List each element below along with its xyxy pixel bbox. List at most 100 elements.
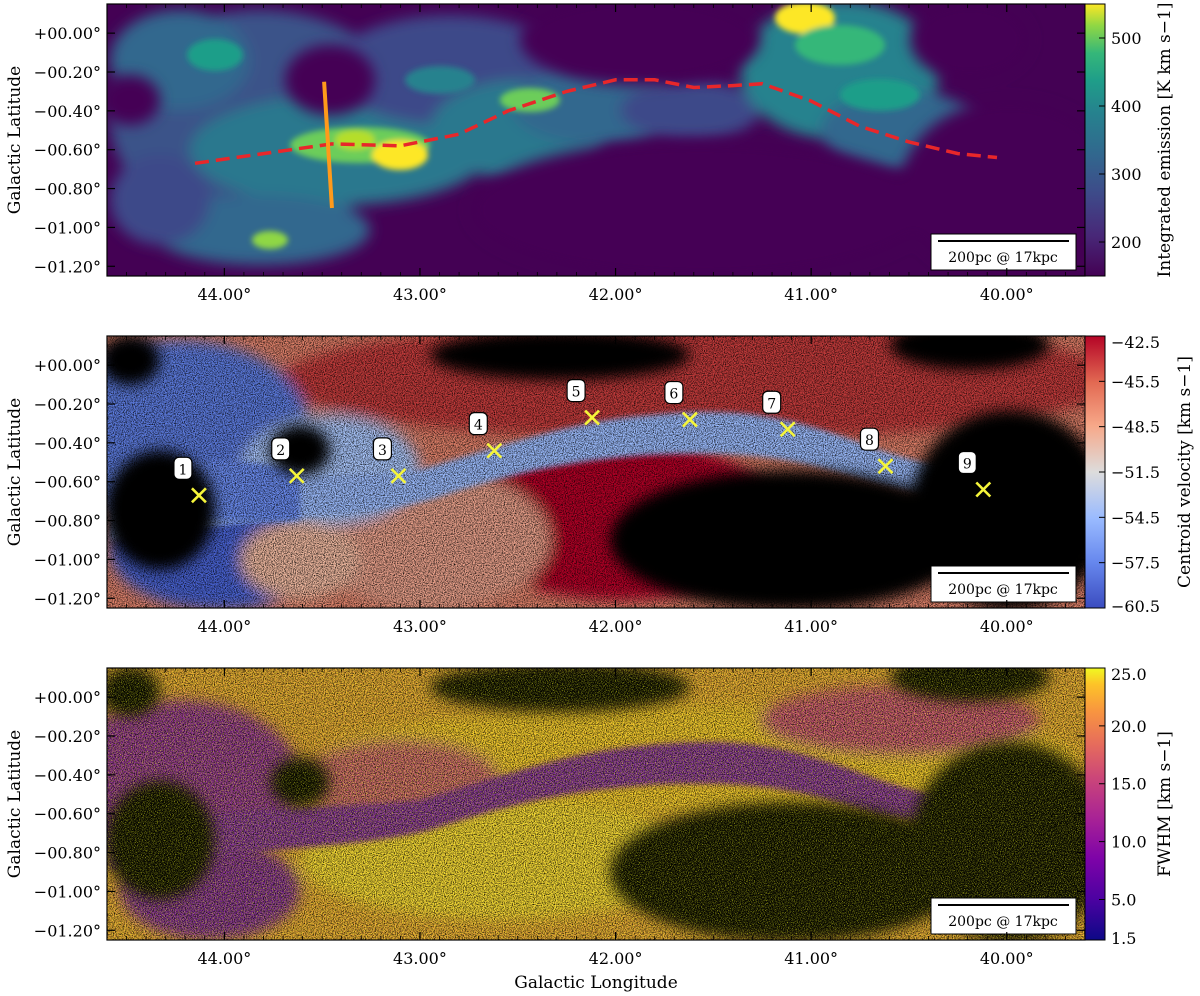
top-y-axis-label: Galactic Latitude — [5, 66, 25, 214]
bottom-x-axis-label: Galactic Longitude — [514, 973, 678, 993]
bottom-y-tick-label: −01.00° — [34, 882, 101, 901]
bottom-scalebar-label: 200pc @ 17kpc — [948, 914, 1058, 930]
middle-colorbar-tick-label: −60.5 — [1111, 597, 1160, 616]
marker-cross — [584, 409, 601, 426]
middle-x-tick-label: 40.00° — [980, 617, 1034, 636]
marker-label: 4 — [474, 418, 483, 434]
top-colorbar-ticks: 200 300 400 500 — [1099, 29, 1142, 252]
bottom-y-tick-label: −00.40° — [34, 766, 101, 785]
middle-y-tick-label: −00.60° — [34, 473, 101, 492]
bottom-colorbar-tick-label: 5.0 — [1111, 890, 1136, 909]
bottom-scalebar: 200pc @ 17kpc — [930, 897, 1077, 935]
middle-colorbar-tick-label: −48.5 — [1111, 418, 1160, 437]
bottom-colorbar-tick-label: 25.0 — [1111, 665, 1147, 684]
bottom-colorbar-tick-label: 20.0 — [1111, 717, 1147, 736]
bottom-y-tick-label: −00.20° — [34, 727, 101, 746]
top-y-tick-label: +00.00° — [34, 24, 101, 43]
middle-y-tick-label: −01.00° — [34, 550, 101, 569]
top-x-tick-label: 44.00° — [197, 285, 251, 304]
middle-scalebar: 200pc @ 17kpc — [930, 565, 1077, 603]
middle-colorbar-tick-label: −51.5 — [1111, 463, 1160, 482]
bottom-y-tick-label: −01.20° — [34, 921, 101, 940]
top-x-tick-label: 42.00° — [589, 285, 643, 304]
top-x-tick-label: 41.00° — [784, 285, 838, 304]
marker-label-box — [762, 390, 782, 414]
middle-colorbar-tick-label: −54.5 — [1111, 508, 1160, 527]
marker-label: 3 — [378, 443, 387, 459]
top-y-tick-label: −00.80° — [34, 180, 101, 199]
marker-3: 3 — [372, 437, 407, 484]
middle-x-tick-label: 42.00° — [589, 617, 643, 636]
marker-cross — [191, 487, 207, 504]
middle-x-ticks: 44.00° 43.00° 42.00° 41.00° 40.00° — [126, 336, 1066, 636]
bottom-colorbar-ticks: 25.0 20.0 15.0 10.0 5.0 1.5 — [1099, 665, 1147, 948]
marker-label: 1 — [178, 462, 187, 478]
top-cut-line — [322, 81, 334, 209]
bottom-panel: 200pc @ 17kpc 44.00° 43.00° 42.00° 41.00° 40… — [5, 665, 1175, 993]
marker-label-box — [271, 437, 291, 461]
marker-cross — [975, 481, 992, 498]
top-x-tick-label: 43.00° — [393, 285, 447, 304]
middle-y-tick-label: +00.00° — [34, 356, 101, 375]
middle-x-tick-label: 41.00° — [784, 617, 838, 636]
bottom-y-tick-label: −00.80° — [34, 844, 101, 863]
middle-scalebar-label: 200pc @ 17kpc — [948, 582, 1058, 598]
middle-markers: 1 2 3 4 5 6 7 8 9 — [173, 379, 992, 504]
middle-x-tick-label: 43.00° — [393, 617, 447, 636]
marker-1: 1 — [173, 456, 207, 504]
middle-colorbar-label: Centroid velocity [km s−1] — [1175, 356, 1195, 588]
marker-label-box — [664, 380, 684, 405]
bottom-map-image — [107, 668, 1085, 940]
marker-cross — [390, 467, 407, 484]
top-colorbar-tick-label: 400 — [1111, 97, 1142, 116]
bottom-colorbar-tick-label: 15.0 — [1111, 775, 1147, 794]
top-scalebar-label: 200pc @ 17kpc — [948, 250, 1058, 266]
marker-5: 5 — [566, 379, 601, 426]
marker-label-box — [957, 450, 977, 475]
top-scalebar: 200pc @ 17kpc — [930, 233, 1077, 271]
marker-cross — [877, 458, 894, 475]
top-y-tick-label: −00.20° — [34, 63, 101, 82]
top-spine-path — [194, 78, 998, 166]
bottom-colorbar-tick-label: 1.5 — [1111, 929, 1136, 948]
top-y-tick-label: −00.60° — [34, 141, 101, 160]
middle-y-axis-label: Galactic Latitude — [5, 398, 25, 546]
bottom-x-tick-label: 42.00° — [589, 949, 643, 968]
marker-2: 2 — [271, 437, 305, 484]
marker-label: 6 — [669, 387, 678, 403]
top-x-tick-label: 40.00° — [980, 285, 1034, 304]
middle-colorbar-tick-label: −57.5 — [1111, 554, 1160, 573]
marker-label-box — [566, 379, 586, 403]
top-y-tick-label: −01.20° — [34, 257, 101, 276]
top-colorbar-tick-label: 300 — [1111, 165, 1142, 184]
bottom-colorbar — [1084, 667, 1106, 941]
marker-label-box — [859, 427, 880, 451]
marker-label: 5 — [572, 385, 581, 401]
marker-9: 9 — [957, 450, 992, 498]
bottom-x-ticks: 44.00° 43.00° 42.00° 41.00° 40.00° — [126, 668, 1066, 968]
marker-4: 4 — [468, 412, 503, 459]
marker-label-box — [173, 456, 193, 480]
middle-y-ticks: +00.00° −00.20° −00.40° −00.60° −00.80° −01.0… — [34, 356, 1085, 608]
marker-label: 2 — [276, 443, 285, 459]
marker-cross — [486, 442, 503, 459]
marker-8: 8 — [859, 427, 894, 475]
bottom-y-tick-label: −00.60° — [34, 805, 101, 824]
bottom-y-tick-label: +00.00° — [34, 688, 101, 707]
middle-y-tick-label: −00.20° — [34, 395, 101, 414]
bottom-x-tick-label: 41.00° — [784, 949, 838, 968]
middle-y-tick-label: −00.40° — [34, 434, 101, 453]
top-y-tick-label: −01.00° — [34, 218, 101, 237]
bottom-x-tick-label: 43.00° — [393, 949, 447, 968]
middle-colorbar-ticks: −42.5 −45.5 −48.5 −51.5 −54.5 −57.5 −60.5 — [1099, 333, 1160, 616]
marker-6: 6 — [664, 380, 698, 428]
marker-cross — [681, 411, 698, 428]
top-y-tick-label: −00.40° — [34, 102, 101, 121]
middle-colorbar-tick-label: −45.5 — [1111, 372, 1160, 391]
bottom-y-ticks: +00.00° −00.20° −00.40° −00.60° −00.80° −01.0… — [34, 688, 1085, 940]
top-map-image — [107, 4, 1085, 276]
middle-y-tick-label: −01.20° — [34, 589, 101, 608]
marker-label: 7 — [767, 396, 776, 412]
bottom-x-tick-label: 44.00° — [197, 949, 251, 968]
